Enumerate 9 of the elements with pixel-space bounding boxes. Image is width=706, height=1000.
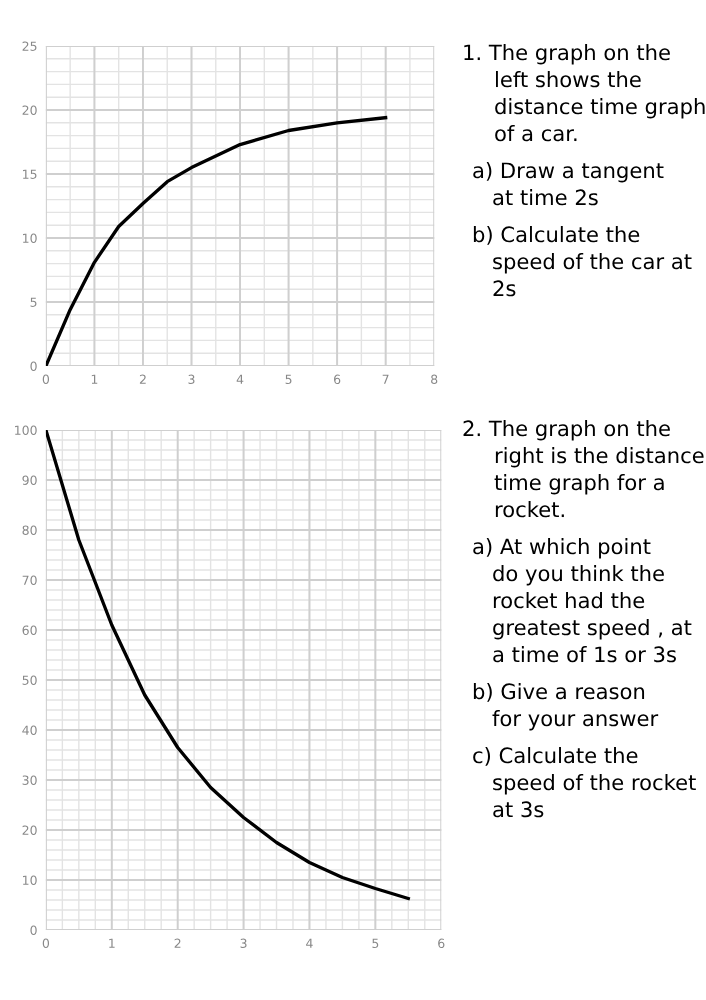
text: a) At which point do you think the rocket had the greatest speed , at a time of 1s or 3s [473,538,692,663]
text: 2. The graph on the right is the distance time graph for a rocket. [463,420,704,518]
text: a) Draw a tangent at time 2s [473,162,664,206]
line-series [45,116,388,366]
text: b) Give a reason for your answer [473,683,659,731]
text: c) Calculate the speed of the rocket at 3s [473,747,696,818]
text: 1. The graph on the left shows the distance time graph of a car. [464,44,705,142]
line-series [45,430,410,901]
text: b) Calculate the speed of the car at 2s [473,226,692,297]
